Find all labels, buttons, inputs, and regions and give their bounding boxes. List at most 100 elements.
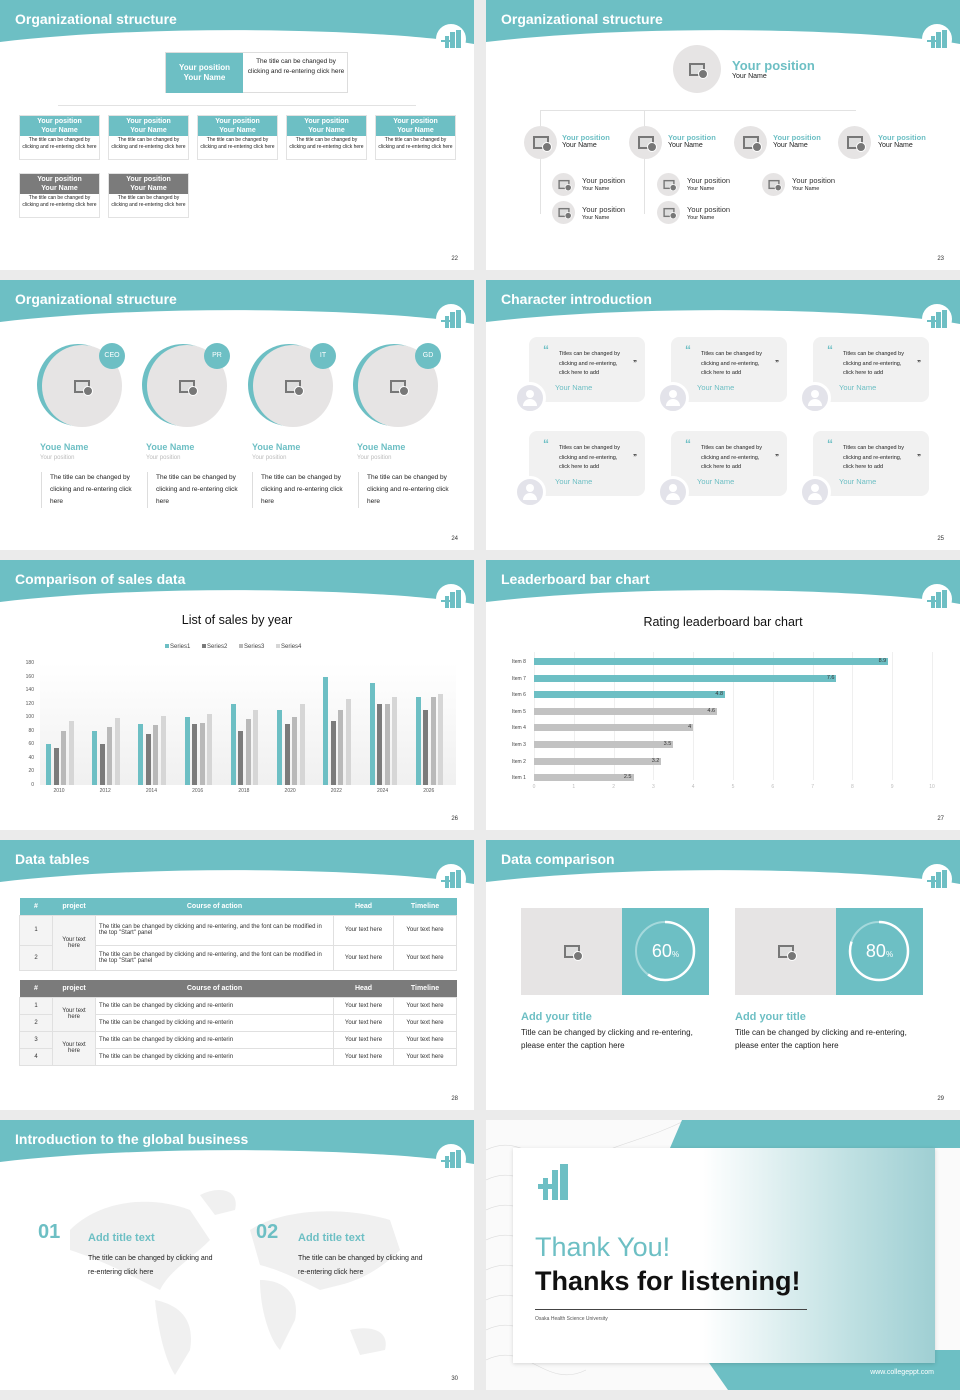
slide-29[interactable]: Data comparison 60% Add your title Title…: [486, 840, 960, 1110]
image-icon: [557, 179, 572, 192]
quote-text: Titles can be changed by clicking and re…: [559, 445, 620, 470]
bar: 4.8: [534, 691, 726, 699]
position-label: Your position: [37, 176, 82, 183]
org-box: Your position Your Name The title can be c…: [286, 115, 367, 160]
avatar-icon: [799, 382, 831, 414]
slide-27[interactable]: Leaderboard bar chart Rating leaderboard…: [486, 560, 960, 830]
cell: The title can be changed by clicking and…: [95, 1047, 334, 1066]
member-photo[interactable]: CEO: [37, 343, 125, 428]
position-label: Your position: [773, 133, 821, 142]
slide-23[interactable]: Organizational structure Your position Yo…: [486, 0, 960, 270]
slide-28[interactable]: Data tables # project Course of action H…: [0, 840, 474, 1110]
page-number: 28: [451, 1096, 458, 1102]
member-photo[interactable]: IT: [248, 343, 336, 428]
legend-item: Series4: [276, 644, 301, 650]
desc: The title can be changed by clicking and…: [378, 137, 453, 150]
quote-card: “ Titles can be changed by clicking and r…: [529, 337, 645, 402]
cell: Your text here: [333, 996, 394, 1015]
header-band: [0, 280, 474, 324]
name-label: Your Name: [687, 186, 715, 192]
member-desc: The title can be changed by clicking and…: [41, 472, 133, 508]
cell: Your text here: [333, 944, 394, 971]
x-tick-label: 2012: [99, 788, 111, 794]
org-box: Your position Your Name The title can be c…: [108, 173, 189, 218]
quote-card: “ Titles can be changed by clicking and r…: [813, 431, 929, 496]
bar: [415, 696, 421, 785]
slide-24[interactable]: Organizational structure CEO Youe Name Y…: [0, 280, 474, 550]
slide-31[interactable]: Thank You! Thanks for listening! Osaka H…: [486, 1120, 960, 1390]
item-number: 02: [256, 1221, 279, 1243]
quote-author: Your Name: [697, 383, 735, 392]
name-label: Your Name: [130, 127, 167, 134]
gridline: [812, 652, 814, 780]
gridline: [534, 652, 535, 780]
slide-title: Organizational structure: [15, 11, 177, 27]
item-title: Add your title: [735, 1011, 806, 1023]
y-tick-label: 100: [25, 714, 34, 721]
bar: [184, 717, 190, 785]
org-box: Your position Your Name The title can be c…: [108, 115, 189, 160]
member-photo[interactable]: PR: [142, 343, 230, 428]
chart-title: List of sales by year: [181, 613, 293, 627]
image-placeholder[interactable]: [734, 126, 767, 159]
member-photo[interactable]: GD: [353, 343, 441, 428]
image-placeholder[interactable]: [673, 45, 721, 93]
gridline: [852, 652, 854, 780]
position-block: Your position Your Name: [687, 177, 730, 193]
thank-you-heading: Thank You!: [535, 1232, 671, 1262]
bar: 3.2: [534, 757, 662, 765]
cell: Your text here: [393, 944, 457, 971]
image-placeholder[interactable]: [838, 126, 871, 159]
name-label: Your Name: [397, 127, 434, 134]
bar: [238, 730, 244, 785]
quote-card: “ Titles can be changed by clicking and r…: [529, 431, 645, 496]
slide-25[interactable]: Character introduction “ Titles can be ch…: [486, 280, 960, 550]
org-box: Your position Your Name The title can be c…: [375, 115, 456, 160]
slide-30[interactable]: Introduction to the global business 01 A…: [0, 1120, 474, 1390]
header-band: [486, 0, 960, 44]
gridline: [932, 652, 933, 780]
quote-text: Titles can be changed by clicking and re…: [843, 351, 904, 376]
member-desc: The title can be changed by clicking and…: [147, 472, 239, 508]
y-tick-label: 0: [31, 782, 34, 788]
slide-26[interactable]: Comparison of sales data List of sales b…: [0, 560, 474, 830]
bar-value-label: 4.8: [715, 691, 724, 698]
bar: 4.6: [534, 707, 718, 715]
image-placeholder[interactable]: [524, 126, 557, 159]
bar: [207, 713, 213, 785]
position-block: Your position Your Name: [582, 177, 625, 193]
member-name: Youe Name: [252, 442, 301, 452]
image-placeholder[interactable]: [657, 173, 680, 196]
slide-22[interactable]: Organizational structure Your position Yo…: [0, 0, 474, 270]
avatar-icon: [799, 476, 831, 508]
chart-legend: Series1 Series2 Series3 Series4: [165, 644, 311, 650]
table-row: 3 Your text here The title can be change…: [19, 1030, 457, 1066]
bar-chart-plot: 0 1 2 3 4 5 6 7 8 9 10 8.9 Item 8 7.6 Item 7 4.8 Item 6 4…: [512, 652, 935, 790]
y-tick-label: 160: [25, 673, 34, 680]
bar: [99, 744, 105, 785]
bar: [107, 726, 113, 785]
image-placeholder[interactable]: [762, 173, 785, 196]
bar: [138, 724, 144, 785]
image-placeholder[interactable]: [657, 201, 680, 224]
position-label: Your position: [179, 63, 230, 72]
image-placeholder[interactable]: [735, 908, 836, 995]
name-label: Your Name: [41, 127, 78, 134]
image-icon: [179, 379, 198, 396]
name-label: Your Name: [41, 185, 78, 192]
item-number: 01: [38, 1221, 61, 1243]
quote-author: Your Name: [839, 383, 877, 392]
image-placeholder[interactable]: [521, 908, 622, 995]
image-placeholder[interactable]: [629, 126, 662, 159]
cell: Your text here: [52, 1030, 96, 1066]
bar-value-label: 2.5: [623, 774, 632, 781]
bar: [384, 703, 390, 785]
image-placeholder[interactable]: [552, 201, 575, 224]
image-placeholder[interactable]: [552, 173, 575, 196]
table-row: 4 The title can be changed by clicking a…: [19, 1047, 457, 1066]
bar-value-label: 8.9: [878, 658, 887, 664]
header-band: [486, 280, 960, 324]
quote-card: “ Titles can be changed by clicking and r…: [671, 337, 787, 402]
close-quote-icon: ”: [917, 453, 921, 462]
website-link[interactable]: www.collegeppt.com: [870, 1369, 934, 1376]
